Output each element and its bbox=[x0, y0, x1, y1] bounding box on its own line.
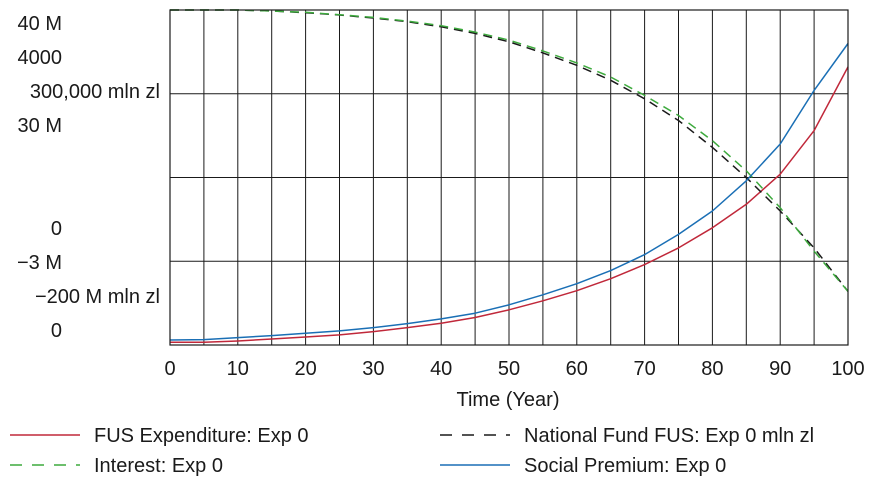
x-tick-label: 70 bbox=[633, 358, 655, 380]
legend-label: FUS Expenditure: Exp 0 bbox=[94, 425, 309, 447]
y-tick-label: −3 M bbox=[17, 252, 62, 274]
y-axis-labels: 40 M 4000 300,000 mln zl 30 M 0 −3 M −200 M ml… bbox=[17, 13, 160, 342]
x-tick-label: 90 bbox=[769, 358, 791, 380]
x-axis-label: Time (Year) bbox=[457, 389, 560, 411]
x-tick-label: 20 bbox=[294, 358, 316, 380]
x-tick-label: 30 bbox=[362, 358, 384, 380]
plot-border bbox=[169, 9, 849, 346]
y-tick-label: 300,000 mln zl bbox=[30, 81, 160, 103]
plot-frame bbox=[169, 9, 849, 346]
x-tick-label: 40 bbox=[430, 358, 452, 380]
x-tick-label: 0 bbox=[164, 358, 175, 380]
series-line-1 bbox=[170, 66, 849, 344]
legend-label: Interest: Exp 0 bbox=[94, 455, 223, 477]
series-line-3 bbox=[170, 9, 849, 292]
x-tick-label: 50 bbox=[498, 358, 520, 380]
legend-label: Social Premium: Exp 0 bbox=[524, 455, 726, 477]
x-tick-label: 80 bbox=[701, 358, 723, 380]
x-tick-label: 100 bbox=[831, 358, 864, 380]
legend: FUS Expenditure: Exp 0 National Fund FUS:… bbox=[10, 425, 814, 477]
x-tick-label: 10 bbox=[227, 358, 249, 380]
series-line-4 bbox=[169, 43, 849, 341]
series-lines bbox=[169, 9, 849, 344]
x-tick-label: 60 bbox=[566, 358, 588, 380]
y-tick-label: 0 bbox=[51, 218, 62, 240]
x-axis-ticks: 0 10 20 30 40 50 60 70 80 90 100 bbox=[164, 358, 864, 380]
y-tick-label: 4000 bbox=[18, 47, 63, 69]
y-tick-label: −200 M mln zl bbox=[35, 286, 160, 308]
y-tick-label: 0 bbox=[51, 320, 62, 342]
y-tick-label: 40 M bbox=[18, 13, 62, 35]
legend-label: National Fund FUS: Exp 0 mln zl bbox=[524, 425, 814, 447]
y-tick-label: 30 M bbox=[18, 115, 62, 137]
